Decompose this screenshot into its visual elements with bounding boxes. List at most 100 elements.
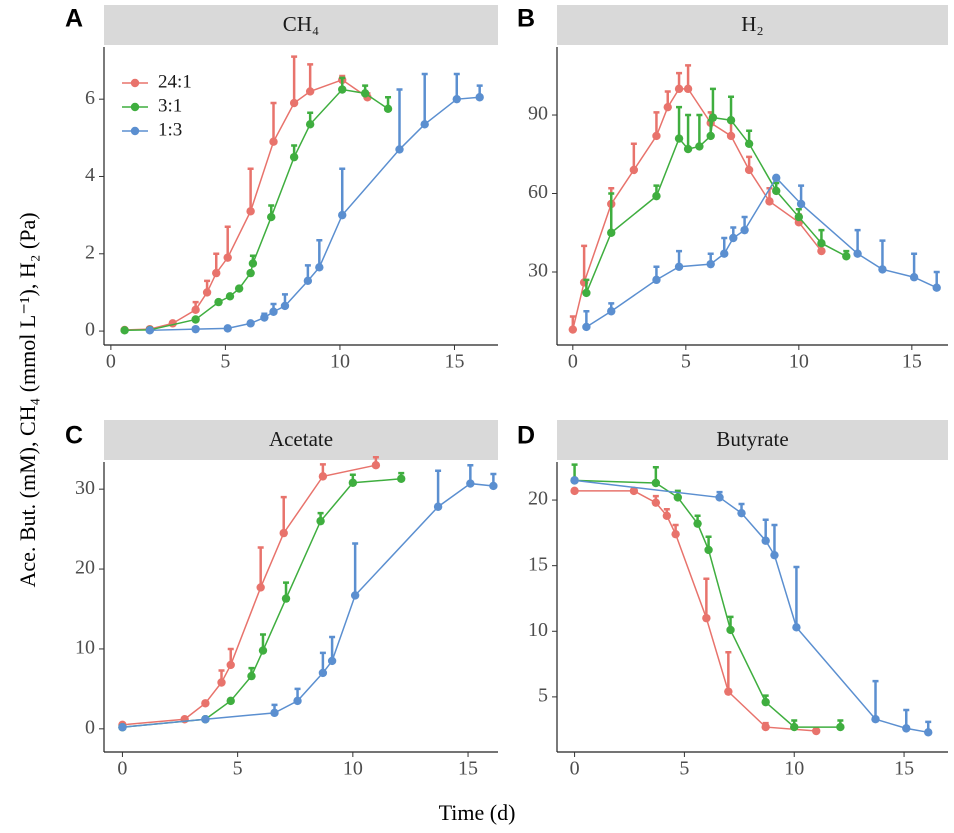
data-point: [708, 113, 718, 122]
error-bar: [435, 469, 442, 507]
series-line: [149, 96, 480, 332]
series-line: [572, 88, 823, 330]
data-point: [247, 671, 256, 681]
series-line: [122, 464, 377, 726]
x-tick-label: 15: [902, 351, 922, 373]
data-point: [327, 656, 337, 666]
panel-letter: A: [65, 5, 83, 33]
data-point: [662, 511, 672, 521]
data-point: [350, 591, 360, 600]
data-point: [348, 478, 358, 487]
data-point: [191, 315, 200, 324]
error-bar: [247, 167, 254, 212]
data-point: [702, 613, 711, 623]
data-point: [269, 137, 278, 146]
data-point: [582, 288, 591, 298]
data-point: [706, 259, 715, 269]
series-line: [122, 478, 402, 728]
data-point: [191, 305, 200, 315]
data-point: [118, 723, 127, 732]
error-bar: [872, 679, 879, 720]
data-point: [663, 102, 672, 112]
data-point: [315, 263, 324, 272]
y-tick-label: 0: [85, 716, 95, 738]
data-point: [674, 262, 684, 271]
strip-title: CH₄: [283, 12, 320, 36]
y-tick-label: 60: [528, 181, 548, 203]
error-bar: [793, 565, 800, 628]
data-point: [683, 144, 693, 154]
legend-point: [130, 126, 140, 136]
x-tick-label: 10: [789, 351, 809, 373]
y-tick-label: 30: [528, 260, 548, 282]
error-bar: [581, 244, 588, 283]
data-point: [726, 131, 736, 141]
legend-label: 3:1: [158, 95, 182, 116]
data-point: [293, 696, 302, 706]
data-point: [652, 191, 661, 201]
data-point: [267, 212, 276, 222]
data-point: [303, 276, 313, 286]
data-point: [902, 724, 911, 733]
x-tick-label: 5: [679, 758, 689, 780]
panel-letter: C: [65, 422, 83, 450]
data-point: [234, 284, 244, 293]
data-point: [281, 594, 291, 603]
x-tick-label: 10: [784, 758, 804, 780]
data-point: [279, 528, 288, 538]
y-tick-label: 20: [528, 488, 548, 510]
data-point: [217, 678, 226, 687]
error-bar: [352, 542, 359, 596]
data-point: [761, 536, 770, 545]
data-point: [772, 173, 781, 183]
x-tick-label: 5: [681, 351, 691, 373]
error-bar: [257, 546, 264, 588]
data-point: [212, 268, 221, 278]
data-point: [651, 498, 661, 507]
data-point: [360, 89, 370, 98]
data-point: [202, 288, 212, 297]
data-point: [652, 275, 661, 285]
data-point: [246, 268, 255, 278]
legend-point: [130, 78, 140, 88]
data-point: [280, 301, 290, 311]
y-tick-label: 10: [75, 637, 95, 659]
data-point: [651, 478, 661, 488]
error-bar: [725, 651, 732, 692]
x-tick-label: 15: [894, 758, 914, 780]
x-tick-label: 5: [220, 351, 230, 373]
data-point: [693, 519, 702, 528]
x-tick-label: 15: [458, 758, 478, 780]
x-tick-label: 0: [117, 758, 127, 780]
data-point: [629, 486, 639, 496]
x-tick-label: 0: [106, 351, 116, 373]
data-point: [671, 529, 680, 539]
data-point: [338, 85, 347, 94]
y-tick-label: 2: [85, 241, 95, 263]
error-bar: [291, 55, 298, 104]
data-point: [223, 324, 232, 333]
strip-title: H₂: [741, 12, 764, 36]
error-bar: [270, 101, 277, 142]
data-point: [674, 84, 684, 94]
data-point: [120, 326, 129, 335]
data-point: [836, 722, 845, 732]
error-bar: [709, 87, 716, 118]
data-point: [214, 297, 223, 307]
data-point: [582, 322, 591, 332]
data-point: [794, 212, 804, 222]
data-point: [338, 210, 347, 220]
data-point: [729, 233, 738, 243]
x-tick-label: 15: [444, 351, 464, 373]
data-point: [761, 697, 770, 707]
x-tick-label: 10: [330, 351, 350, 373]
data-point: [924, 728, 933, 737]
data-point: [720, 249, 729, 258]
data-point: [256, 583, 265, 592]
data-point: [790, 722, 799, 732]
series-line: [124, 88, 389, 332]
error-bar: [879, 239, 886, 270]
data-point: [289, 98, 299, 108]
data-point: [932, 283, 941, 292]
data-point: [744, 165, 754, 175]
